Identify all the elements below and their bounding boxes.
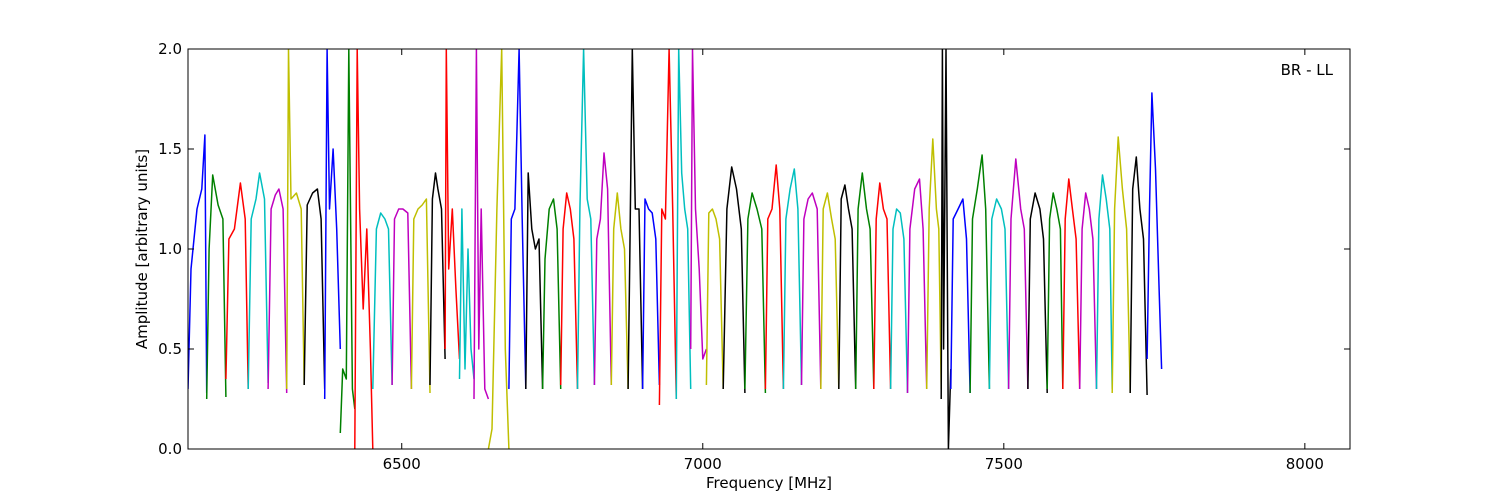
series-layer xyxy=(188,49,1163,449)
series-line-34 xyxy=(782,168,803,390)
series-line-51 xyxy=(1078,192,1098,390)
series-line-29 xyxy=(689,49,708,360)
series-line-17 xyxy=(487,49,510,449)
y-tick-label: 2.0 xyxy=(158,40,182,58)
series-line-33 xyxy=(764,164,785,390)
series-line-19 xyxy=(525,172,544,390)
series-line-0 xyxy=(188,134,208,394)
ticks-layer: 6500 7000 7500 8000 0.0 0.5 1.0 1.5 2.0 xyxy=(158,40,1350,473)
series-line-35 xyxy=(800,192,822,390)
series-line-46 xyxy=(988,198,1010,390)
series-line-10 xyxy=(372,212,393,390)
series-line-21 xyxy=(559,192,579,390)
series-line-6 xyxy=(303,188,326,390)
series-line-16 xyxy=(473,49,490,400)
x-tick-label: 6500 xyxy=(383,455,421,473)
plot-area xyxy=(188,49,1350,449)
series-line-20 xyxy=(541,198,562,390)
series-line-8 xyxy=(339,49,356,434)
series-line-50 xyxy=(1062,178,1081,390)
series-line-48 xyxy=(1027,192,1048,394)
x-tick-label: 7000 xyxy=(684,455,722,473)
series-line-22 xyxy=(576,49,596,390)
series-line-39 xyxy=(873,182,892,390)
series-line-38 xyxy=(854,172,875,390)
series-line-45 xyxy=(969,154,991,394)
x-tick-label: 7500 xyxy=(985,455,1023,473)
series-line-12 xyxy=(410,198,431,394)
series-line-9 xyxy=(354,49,374,449)
series-line-3 xyxy=(247,172,269,390)
x-tick-label: 8000 xyxy=(1286,455,1324,473)
series-line-26 xyxy=(641,198,661,390)
y-tick-label: 1.0 xyxy=(158,240,182,258)
series-line-18 xyxy=(508,49,527,390)
series-line-30 xyxy=(705,208,724,390)
series-line-15 xyxy=(458,208,475,380)
series-line-54 xyxy=(1129,156,1148,396)
series-line-31 xyxy=(722,166,746,394)
series-line-13 xyxy=(429,172,446,386)
series-line-24 xyxy=(610,192,629,390)
y-tick-label: 0.0 xyxy=(158,440,182,458)
series-line-5 xyxy=(285,49,305,390)
y-axis-label: Amplitude [arbitrary units] xyxy=(133,149,151,349)
series-line-14 xyxy=(444,49,461,360)
series-line-55 xyxy=(1146,92,1163,370)
annotation-label: BR - LL xyxy=(1281,61,1334,79)
series-line-27 xyxy=(658,49,678,406)
series-line-44 xyxy=(950,198,971,394)
series-line-37 xyxy=(838,184,857,390)
series-line-11 xyxy=(391,208,413,390)
y-tick-label: 0.5 xyxy=(158,340,182,358)
y-tick-label: 1.5 xyxy=(158,140,182,158)
series-line-52 xyxy=(1095,174,1113,390)
series-line-42 xyxy=(925,138,942,390)
series-line-47 xyxy=(1007,158,1029,390)
series-line-43 xyxy=(940,49,952,449)
series-line-1 xyxy=(205,174,227,400)
series-line-2 xyxy=(225,182,249,390)
series-line-28 xyxy=(675,49,692,400)
series-line-4 xyxy=(267,188,288,394)
series-line-36 xyxy=(820,192,840,390)
series-line-40 xyxy=(889,208,909,394)
x-axis-label: Frequency [MHz] xyxy=(706,474,832,492)
series-line-41 xyxy=(906,178,928,394)
series-line-32 xyxy=(744,192,767,394)
series-line-23 xyxy=(593,152,613,386)
series-line-53 xyxy=(1111,136,1131,394)
series-line-25 xyxy=(627,49,644,390)
series-line-7 xyxy=(323,49,342,400)
series-line-49 xyxy=(1046,192,1064,390)
